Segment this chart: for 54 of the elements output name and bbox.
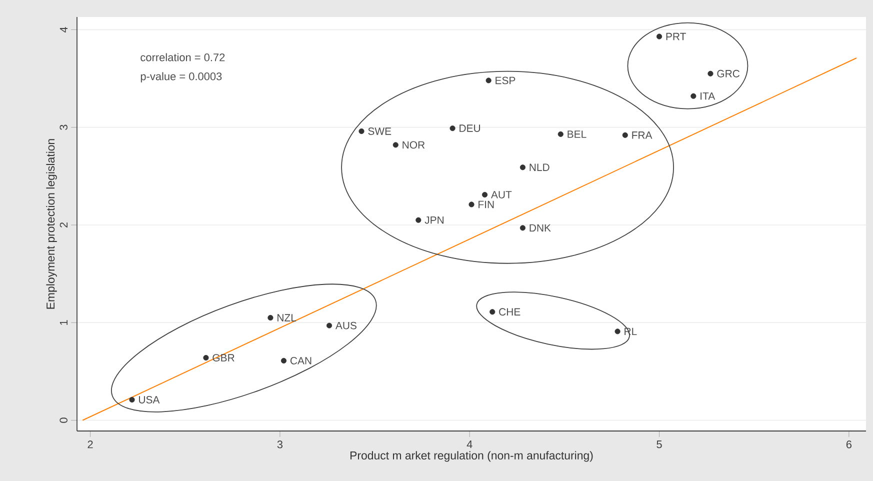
point	[622, 132, 628, 138]
annotation: SWE	[368, 128, 392, 135]
annotation: JPN	[424, 216, 444, 224]
annotation: PRT	[666, 32, 686, 40]
annotation: BEL	[568, 130, 586, 138]
point	[392, 142, 398, 148]
annotation: ESP	[496, 76, 516, 84]
annotation: p-value = 0.0003	[140, 72, 222, 82]
point	[268, 314, 274, 321]
point	[468, 202, 474, 208]
y-tick-label: 1	[60, 320, 68, 325]
annotation: FRA	[632, 132, 652, 139]
point	[558, 131, 564, 137]
point	[656, 34, 662, 40]
x-axis-title: Product m arket regulation (non-m anufacturing)	[350, 451, 593, 462]
annotation: FIN	[478, 200, 494, 208]
x-tick-label: 4	[466, 440, 472, 448]
point	[520, 225, 526, 231]
annotation: CHE	[499, 308, 520, 316]
annotation: DEU	[460, 124, 480, 132]
point	[614, 328, 620, 334]
annotation: AUS	[335, 322, 356, 330]
annotation: ITA	[700, 92, 716, 100]
annotation: USA	[139, 396, 160, 404]
y-tick-label: 3	[60, 124, 68, 130]
point	[129, 396, 135, 403]
annotation: GRC	[717, 70, 740, 78]
point	[490, 309, 496, 315]
point	[690, 93, 696, 99]
point	[326, 322, 332, 328]
y-tick-label: 2	[60, 222, 68, 228]
point	[450, 126, 456, 132]
point	[486, 78, 492, 84]
point	[708, 70, 714, 76]
annotation: NOR	[402, 141, 425, 149]
point	[203, 354, 209, 361]
annotation: DNK	[530, 224, 551, 232]
y-tick-label: 4	[60, 26, 68, 32]
x-tick-label: 3	[277, 440, 283, 448]
point	[280, 358, 287, 364]
y-axis-title: Employment protection legislation	[46, 139, 57, 309]
x-tick-label: 6	[846, 440, 852, 448]
y-tick-label: 0	[60, 418, 68, 423]
annotation: NLD	[530, 164, 550, 171]
annotation: NZL	[278, 314, 296, 322]
point	[416, 217, 422, 223]
x-tick-label: 5	[656, 440, 662, 448]
point	[358, 128, 364, 134]
point	[482, 192, 488, 198]
annotation: AUT	[491, 191, 512, 198]
x-tick-label: 2	[88, 440, 93, 448]
annotation: CAN	[290, 357, 312, 364]
point	[520, 164, 526, 170]
annotation: correlation = 0.72	[140, 53, 225, 62]
